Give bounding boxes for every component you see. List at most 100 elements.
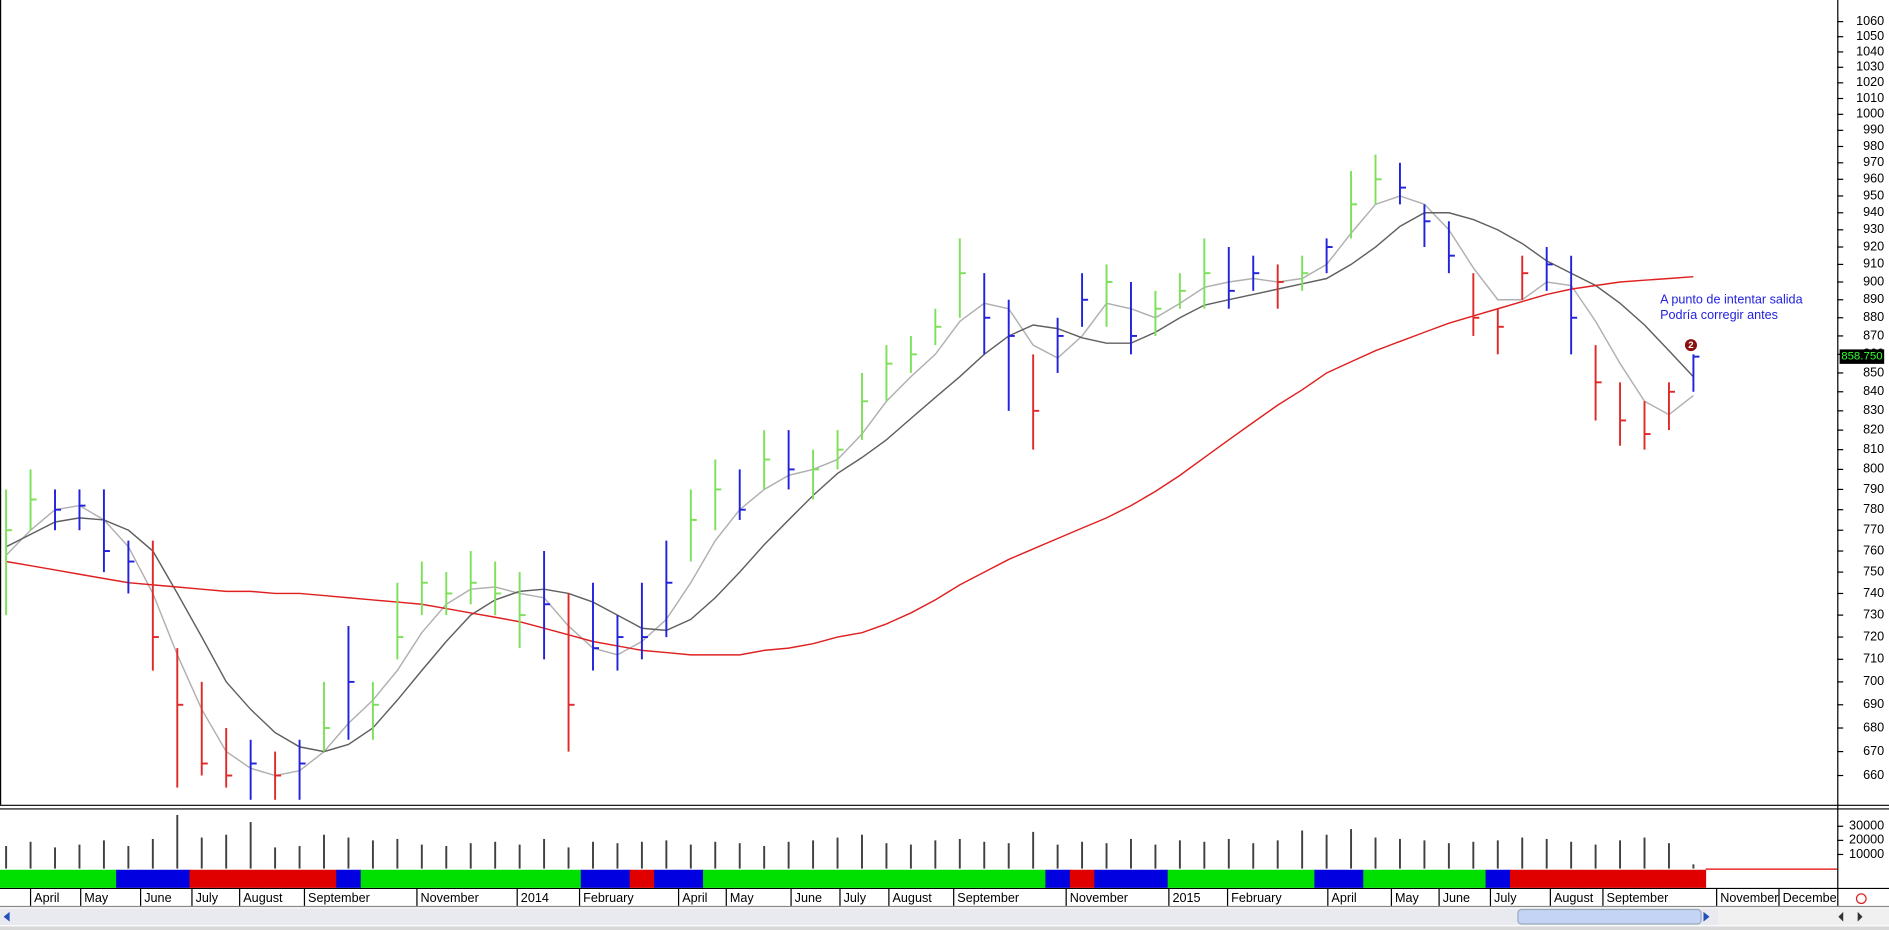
signal-strip-cell xyxy=(1241,869,1266,888)
scroll-track[interactable] xyxy=(0,908,1889,926)
x-tick-label: May xyxy=(84,891,109,905)
y-tick-label: 960 xyxy=(1863,172,1884,186)
signal-strip-cell xyxy=(751,869,777,888)
signal-strip-cell xyxy=(1363,869,1389,888)
signal-marker xyxy=(1684,339,1697,352)
x-tick-label: February xyxy=(583,891,634,905)
ma-line xyxy=(6,275,1694,656)
signal-strip-cell xyxy=(1094,869,1120,888)
y-tick-label: 1040 xyxy=(1856,44,1884,58)
x-tick-label: May xyxy=(730,891,755,905)
x-tick-label: September xyxy=(308,891,370,905)
x-tick-label: November xyxy=(1070,891,1128,905)
y-tick-label: 1050 xyxy=(1856,29,1884,43)
y-tick-label: 920 xyxy=(1863,239,1884,253)
y-tick-label: 770 xyxy=(1863,523,1884,537)
signal-strip-cell xyxy=(1289,869,1315,888)
signal-strip-cell xyxy=(1656,869,1682,888)
signal-strip-cell xyxy=(898,869,924,888)
signal-strip-cell xyxy=(776,869,802,888)
y-tick-label: 1030 xyxy=(1856,60,1884,74)
y-tick-label: 690 xyxy=(1863,697,1884,711)
signal-strip-cell xyxy=(849,869,875,888)
x-tick-label: February xyxy=(1231,891,1282,905)
signal-strip-cell xyxy=(287,869,313,888)
signal-strip-cell xyxy=(1143,869,1169,888)
signal-strip-cell xyxy=(1510,869,1535,888)
x-tick-label: June xyxy=(795,891,822,905)
signal-strip-cell xyxy=(654,869,680,888)
signal-strip-cell xyxy=(434,869,459,888)
signal-strip-cell xyxy=(238,869,264,888)
scrollbar[interactable] xyxy=(0,893,1889,926)
signal-strip-cell xyxy=(1192,869,1218,888)
signal-strip-cell xyxy=(1118,869,1144,888)
signal-marker-label: 2 xyxy=(1688,340,1693,351)
volume-tick-label: 30000 xyxy=(1849,819,1884,833)
signal-strip-cell xyxy=(385,869,411,888)
y-tick-label: 1060 xyxy=(1856,14,1884,28)
ma-line xyxy=(5,195,1694,777)
y-tick-label: 730 xyxy=(1863,607,1884,621)
x-tick-label: June xyxy=(144,891,171,905)
y-tick-label: 740 xyxy=(1863,586,1884,600)
y-tick-label: 680 xyxy=(1863,720,1884,734)
y-tick-label: 780 xyxy=(1863,502,1884,516)
signal-strip-cell xyxy=(262,869,288,888)
x-tick-label: August xyxy=(243,891,283,905)
signal-strip-cell xyxy=(1020,869,1046,888)
x-tick-label: June xyxy=(1443,891,1470,905)
y-tick-label: 930 xyxy=(1863,222,1884,236)
x-tick-label: December xyxy=(1783,891,1841,905)
y-tick-label: 700 xyxy=(1863,674,1884,688)
signal-strip-cell xyxy=(1461,869,1487,888)
close-icon[interactable] xyxy=(1855,893,1867,905)
signal-strip-cell xyxy=(189,869,215,888)
signal-strip-cell xyxy=(458,869,484,888)
y-tick-label: 810 xyxy=(1863,442,1884,456)
signal-strip-cell xyxy=(482,869,508,888)
nav-icons[interactable] xyxy=(1838,911,1863,922)
signal-strip-cell xyxy=(531,869,557,888)
signal-strip-cell xyxy=(1607,869,1633,888)
y-tick-label: 820 xyxy=(1863,422,1884,436)
signal-strip-cell xyxy=(556,869,582,888)
status-strip xyxy=(0,926,1889,930)
signal-strip-cell xyxy=(1265,869,1291,888)
signal-strip-cell xyxy=(1632,869,1658,888)
signal-strip-cell xyxy=(1167,869,1193,888)
signal-strip-cell xyxy=(605,869,631,888)
signal-strip-cell xyxy=(1681,869,1707,888)
scroll-right[interactable] xyxy=(1703,911,1710,922)
signal-strip-cell xyxy=(360,869,386,888)
signal-strip-cell xyxy=(1338,869,1364,888)
y-tick-label: 910 xyxy=(1863,257,1884,271)
signal-strip-cell xyxy=(1436,869,1462,888)
signal-strip-cell xyxy=(18,869,44,888)
y-tick-label: 940 xyxy=(1863,205,1884,219)
y-tick-label: 670 xyxy=(1863,744,1884,758)
scroll-thumb[interactable] xyxy=(1517,908,1702,925)
signal-strip-cell xyxy=(1534,869,1560,888)
signal-strip-cell xyxy=(409,869,435,888)
signal-strip-cell xyxy=(923,869,949,888)
signal-strip-cell xyxy=(947,869,973,888)
ma-line xyxy=(5,212,1694,753)
signal-strip-cell xyxy=(507,869,533,888)
last-price-box xyxy=(1839,349,1885,364)
y-tick-label: 830 xyxy=(1863,403,1884,417)
signal-strip-cell xyxy=(629,869,655,888)
scroll-left[interactable] xyxy=(3,911,10,922)
toolbar xyxy=(1717,908,1889,926)
y-tick-label: 950 xyxy=(1863,188,1884,202)
signal-strip-cell xyxy=(874,869,900,888)
signal-strip-cell xyxy=(703,869,728,888)
signal-strip-cell xyxy=(42,869,68,888)
x-tick-label: July xyxy=(844,891,867,905)
y-tick-label: 870 xyxy=(1863,328,1884,342)
signal-strip-cell xyxy=(91,869,117,888)
x-tick-label: September xyxy=(957,891,1019,905)
signal-strip-cell xyxy=(678,869,704,888)
